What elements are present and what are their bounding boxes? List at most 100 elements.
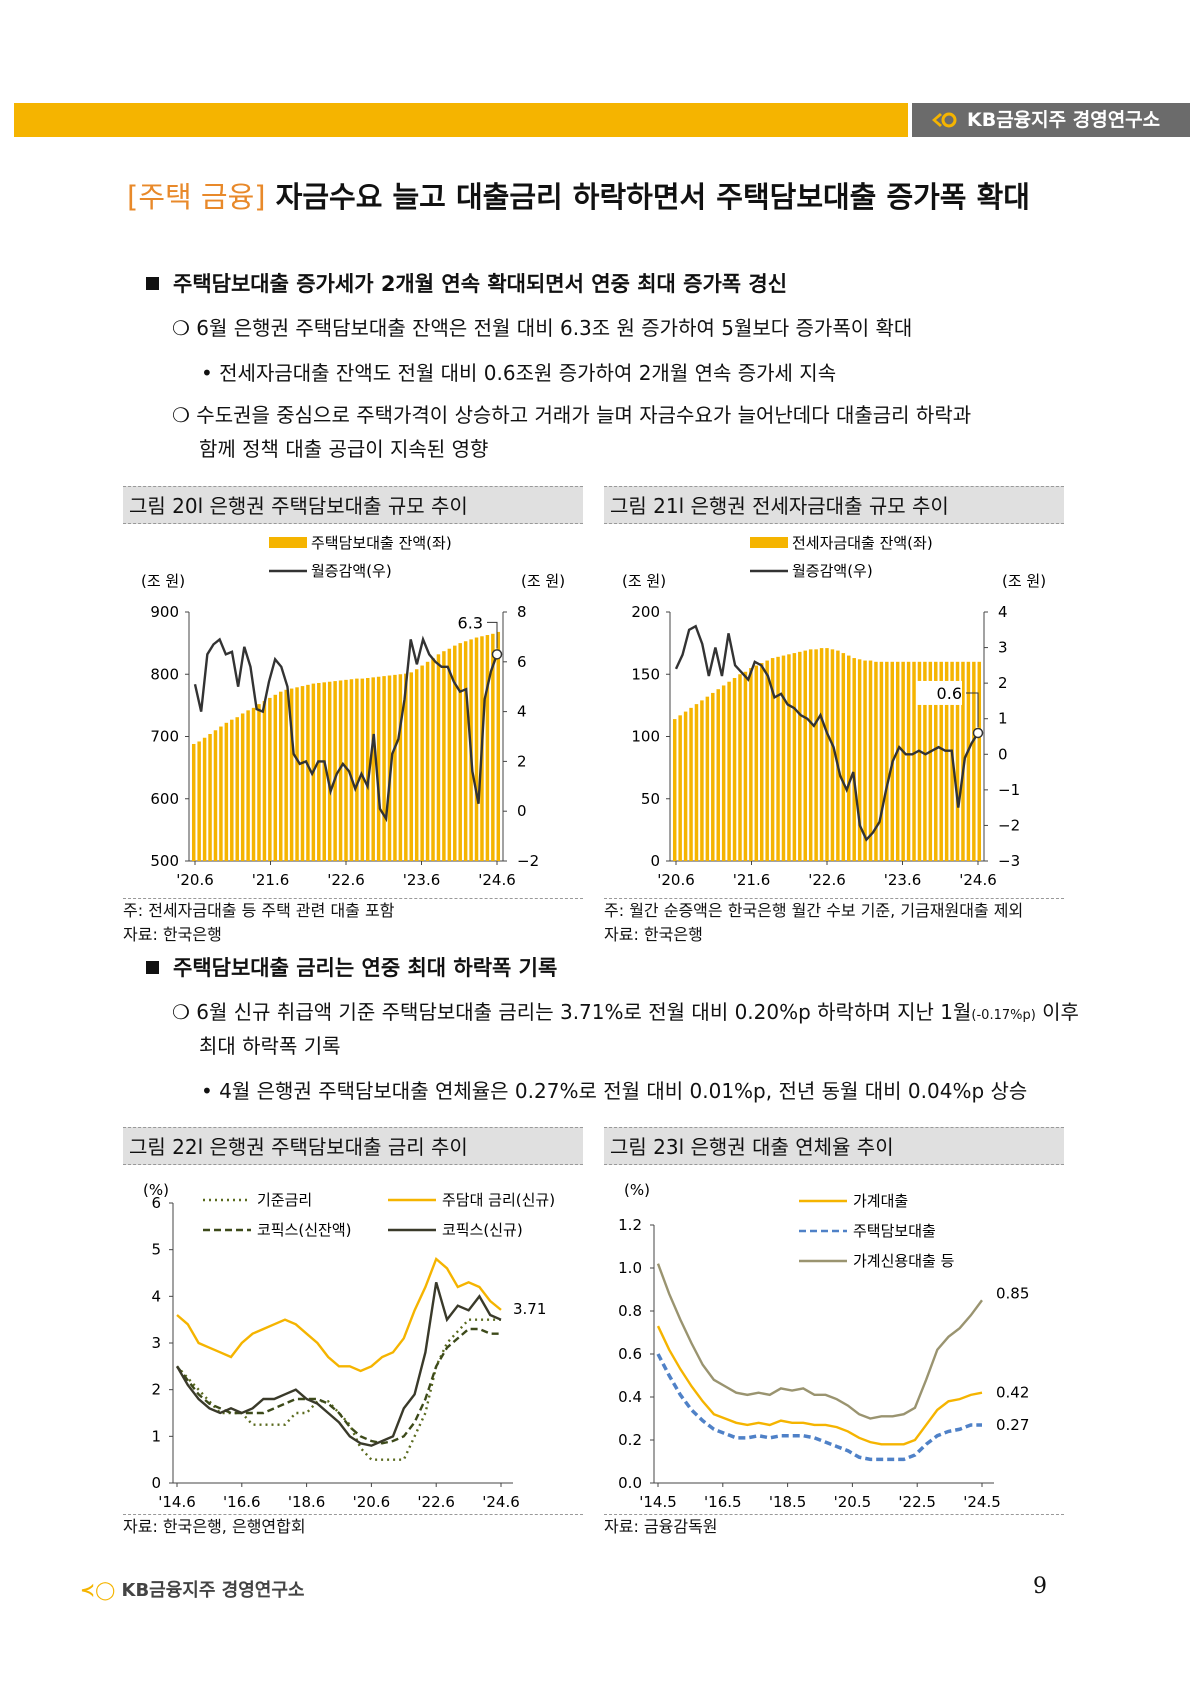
series-line (674, 624, 980, 842)
bar (672, 719, 677, 861)
bar (278, 691, 283, 861)
legend-label: 가계대출 (853, 1192, 908, 1210)
bar (366, 677, 370, 861)
x-tick-label: '22.6 (417, 1493, 455, 1510)
bar (711, 692, 715, 861)
annotation-leader (966, 692, 979, 727)
y-tick-label: 1 (151, 1427, 161, 1445)
bar (485, 635, 490, 861)
last-point-marker (491, 649, 503, 660)
bar (852, 658, 856, 861)
legend-label: 주택담보대출 (853, 1222, 936, 1240)
section1-p2-line2: 함께 정책 대출 공급이 지속된 영향 (199, 437, 489, 461)
right-tick-label: 0 (998, 745, 1008, 763)
bullet-circle-icon: ❍ (172, 1000, 197, 1024)
x-tick-label: '22.5 (898, 1493, 936, 1510)
x-tick-label: '23.6 (403, 871, 441, 889)
x-tick-label: '16.5 (704, 1493, 742, 1510)
legend-label: 코픽스(신규) (442, 1221, 523, 1239)
series-line (656, 1263, 983, 1420)
bar (961, 661, 965, 861)
bar (917, 661, 922, 861)
bar (776, 656, 780, 861)
bar (387, 675, 392, 861)
bar (262, 701, 267, 861)
y-tick-label: 0.2 (618, 1431, 642, 1449)
x-tick-label: '20.6 (657, 871, 695, 889)
series-line (176, 1318, 501, 1461)
bar (836, 650, 840, 861)
annotation-label: 0.27 (996, 1416, 1029, 1434)
bar (863, 660, 867, 861)
bar (727, 681, 731, 861)
bar (934, 661, 938, 861)
bar (306, 684, 310, 861)
legend-label: 전세자금대출 잔액(좌) (792, 534, 933, 552)
bar (246, 710, 250, 861)
bar (300, 686, 305, 861)
legend-label: 주담대 금리(신규) (442, 1191, 555, 1209)
bar (338, 680, 343, 861)
y-tick-label: 1.2 (618, 1216, 642, 1234)
bar (885, 661, 889, 861)
annotation-label: 6.3 (458, 613, 483, 632)
bar (458, 643, 462, 861)
y-tick-label: 0.8 (618, 1302, 642, 1320)
figure-22: 그림 22l 은행권 주택담보대출 금리 추이 (%) 0 1 2 3 4 5 6 '14.6 '… (123, 1127, 583, 1539)
legend-label: 기준금리 (257, 1191, 312, 1209)
legend-swatch-bar (269, 537, 307, 548)
left-tick-label: 500 (150, 852, 179, 870)
bar (251, 707, 256, 861)
bar (895, 661, 900, 861)
x-tick-label: '24.6 (959, 871, 997, 889)
left-tick-label: 100 (631, 728, 660, 746)
right-tick-label: −3 (998, 852, 1020, 870)
header-brand-text: KB금융지주 경영연구소 (967, 109, 1161, 131)
bar (923, 661, 927, 861)
x-tick-label: '24.5 (963, 1493, 1001, 1510)
right-tick-label: 3 (998, 639, 1008, 657)
kb-logo-icon: ≺◯ (80, 1580, 122, 1601)
legend-label: 주택담보대출 잔액(좌) (311, 534, 452, 552)
bar (240, 713, 245, 861)
x-tick-label: '14.6 (158, 1493, 196, 1510)
left-tick-label: 150 (631, 665, 660, 683)
series-line (656, 1325, 983, 1446)
figure-20: 그림 20l 은행권 주택담보대출 규모 추이 (조 원) (조 원) 500 600… (123, 486, 583, 947)
figure-21: 그림 21l 은행권 전세자금대출 규모 추이 (조 원) (조 원) 0 50 100… (604, 486, 1064, 947)
footer-brand: ≺◯ KB금융지주 경영연구소 (80, 1576, 304, 1602)
section1-p1-text: 6월 은행권 주택담보대출 잔액은 전월 대비 6.3조 원 증가하여 5월보다… (196, 316, 913, 340)
bar (906, 661, 911, 861)
y-tick-label: 4 (151, 1287, 161, 1305)
chart-22: (%) 0 1 2 3 4 5 6 '14.6 '16.6 '18.6 '20.6 '22.6 '24.6… (143, 1181, 555, 1511)
bar (197, 741, 201, 861)
section2-p1-line2: 최대 하락폭 기록 (199, 1034, 341, 1058)
bar (491, 633, 495, 861)
right-tick-label: 1 (998, 710, 1008, 728)
bar (268, 697, 272, 861)
right-unit-label: (조 원) (521, 572, 565, 590)
bar (360, 678, 365, 861)
annotation-label: 0.85 (996, 1284, 1029, 1302)
chart-21: (조 원) (조 원) 0 50 100 150 200 −3 −2 −1 0 1 2 3 4 '20.6 '2… (622, 534, 1046, 889)
annotation-label: 0.42 (996, 1384, 1029, 1402)
bullet-dot-icon: • (201, 1079, 220, 1103)
bar (235, 717, 239, 861)
x-tick-label: '16.6 (223, 1493, 261, 1510)
left-tick-label: 600 (150, 790, 179, 808)
right-tick-label: −2 (998, 816, 1020, 834)
bar (414, 669, 419, 861)
left-tick-label: 800 (150, 665, 179, 683)
page-title: [주택 금융] 자금수요 늘고 대출금리 하락하면서 주택담보대출 증가폭 확대 (127, 174, 1030, 216)
figure-21-source: 자료: 한국은행 (604, 925, 703, 944)
unit-label: (%) (624, 1181, 650, 1199)
y-tick-label: 0.4 (618, 1388, 642, 1406)
left-unit-label: (조 원) (622, 572, 666, 590)
bar (376, 676, 381, 861)
bar (966, 661, 971, 861)
bar (798, 651, 802, 861)
title-tag: [주택 금융] (127, 180, 266, 214)
bar (808, 649, 813, 861)
bar (404, 673, 408, 861)
x-tick-label: '21.6 (733, 871, 771, 889)
